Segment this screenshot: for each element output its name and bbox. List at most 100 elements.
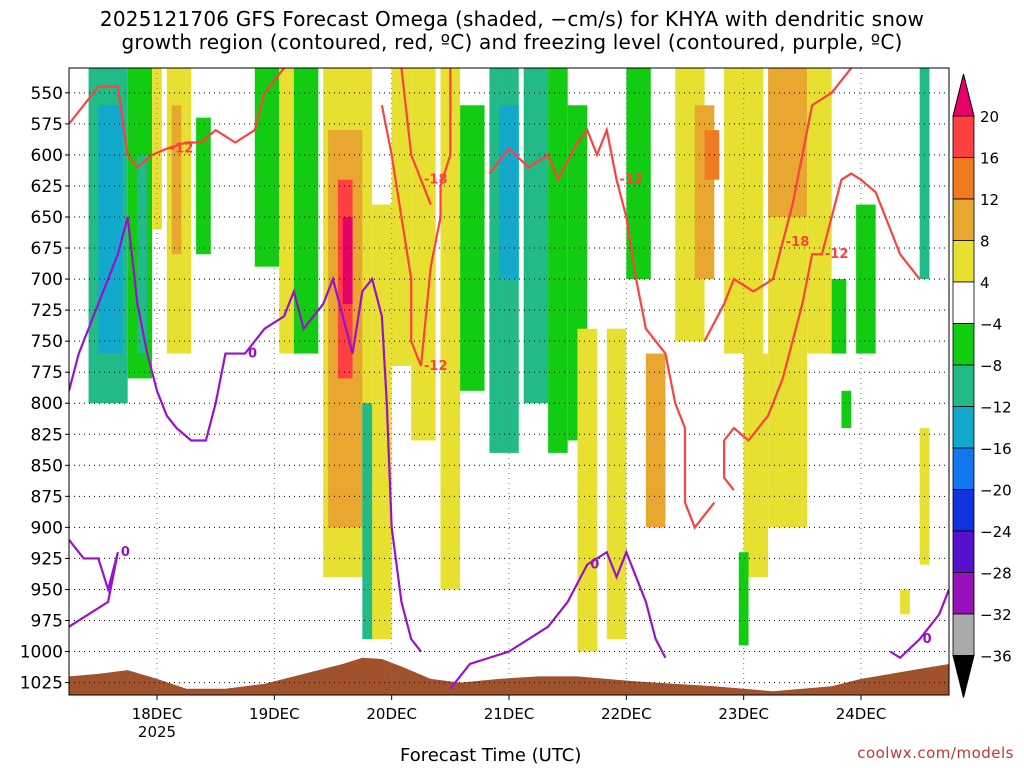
colorbar-swatch bbox=[952, 572, 975, 615]
y-tick-label: 975 bbox=[31, 612, 63, 632]
omega-cell bbox=[606, 328, 627, 640]
freezing-level-contour-label: 0 bbox=[248, 347, 257, 362]
omega-cell bbox=[279, 68, 294, 354]
y-tick-label: 700 bbox=[31, 270, 63, 290]
freezing-level-contour-label: 0 bbox=[923, 632, 932, 647]
omega-cell bbox=[577, 328, 597, 652]
x-axis-title: Forecast Time (UTC) bbox=[400, 745, 582, 766]
omega-cell bbox=[171, 105, 182, 255]
y-tick-label: 1000 bbox=[20, 643, 63, 663]
colorbar: 20 16 12 8 4 −4 −8 −12 −16 −20 −24 −28 −32 −36 bbox=[952, 73, 1012, 698]
x-tick-label: 22DEC bbox=[601, 705, 652, 723]
colorbar-top-arrow bbox=[952, 73, 975, 117]
dgz-contour bbox=[380, 68, 452, 367]
chart-title-line-1: 2025121706 GFS Forecast Omega (shaded, −… bbox=[99, 7, 925, 31]
x-tick-label: 20DEC bbox=[366, 705, 417, 723]
dgz-contour-label: -12 bbox=[620, 173, 644, 188]
x-tick-label: 18DEC bbox=[132, 705, 183, 723]
omega-cell bbox=[440, 68, 461, 590]
y-tick-label: 875 bbox=[31, 487, 63, 507]
colorbar-swatch bbox=[952, 447, 975, 490]
omega-cell bbox=[411, 68, 436, 441]
colorbar-label: −8 bbox=[980, 357, 1002, 375]
y-tick-label: 950 bbox=[31, 580, 63, 600]
y-tick-label: 550 bbox=[31, 84, 63, 104]
colorbar-swatch bbox=[952, 323, 975, 366]
dgz-contour bbox=[488, 126, 716, 530]
dgz-contour-label: -12 bbox=[170, 142, 194, 157]
colorbar-swatch bbox=[952, 115, 975, 158]
dgz-contour bbox=[703, 68, 853, 342]
freezing-level-contour-label: 0 bbox=[590, 558, 599, 573]
freezing-level-contour bbox=[449, 549, 667, 690]
omega-cell bbox=[856, 204, 876, 354]
colorbar-swatch bbox=[952, 613, 975, 656]
colorbar-label: 16 bbox=[980, 150, 999, 168]
colorbar-swatch bbox=[952, 530, 975, 573]
y-tick-label: 575 bbox=[31, 115, 63, 135]
x-tick-label: 24DEC bbox=[836, 705, 887, 723]
colorbar-swatch bbox=[952, 240, 975, 283]
y-tick-label: 725 bbox=[31, 301, 63, 321]
freezing-level-contour bbox=[889, 589, 949, 660]
colorbar-label: −28 bbox=[980, 565, 1012, 583]
colorbar-label: 4 bbox=[980, 274, 990, 292]
omega-cell bbox=[919, 68, 930, 280]
colorbar-bottom-arrow bbox=[952, 655, 975, 698]
colorbar-label: 12 bbox=[980, 191, 999, 209]
dgz-contour-label: -18 bbox=[786, 235, 810, 250]
y-tick-label: 825 bbox=[31, 425, 63, 445]
chart-title-line-2: growth region (contoured, red, ºC) and f… bbox=[121, 30, 903, 54]
omega-cell bbox=[724, 68, 764, 354]
x-tick-label: 19DEC bbox=[249, 705, 300, 723]
colorbar-swatch bbox=[952, 406, 975, 449]
omega-cell bbox=[254, 68, 280, 267]
x-tick-sublabel: 2025 bbox=[138, 723, 176, 741]
colorbar-label: 20 bbox=[980, 108, 999, 126]
colorbar-label: −16 bbox=[980, 440, 1012, 458]
freezing-level-contour-label: 0 bbox=[121, 545, 130, 560]
omega-cell bbox=[768, 216, 808, 528]
y-tick-label: 600 bbox=[31, 146, 63, 166]
colorbar-swatch bbox=[952, 364, 975, 407]
omega-cell bbox=[548, 68, 568, 453]
omega-cell bbox=[342, 216, 353, 304]
omega-cell bbox=[807, 68, 832, 354]
y-tick-label: 775 bbox=[31, 363, 63, 383]
x-tick-label: 21DEC bbox=[484, 705, 535, 723]
omega-cell bbox=[372, 204, 392, 640]
dgz-contour-label: -12 bbox=[424, 359, 448, 374]
colorbar-swatch bbox=[952, 489, 975, 532]
terrain-surface bbox=[69, 657, 949, 695]
omega-cell bbox=[900, 589, 910, 615]
omega-cell bbox=[196, 117, 211, 255]
colorbar-swatch bbox=[952, 281, 975, 324]
colorbar-label: −32 bbox=[980, 606, 1012, 624]
y-tick-label: 925 bbox=[31, 549, 63, 569]
dgz-contour-label: -12 bbox=[825, 247, 849, 262]
omega-cell bbox=[460, 105, 485, 391]
colorbar-label: −36 bbox=[980, 648, 1012, 666]
y-tick-label: 900 bbox=[31, 518, 63, 538]
dgz-contour bbox=[723, 172, 921, 491]
y-tick-label: 800 bbox=[31, 394, 63, 414]
omega-cell bbox=[523, 68, 549, 404]
colorbar-label: −12 bbox=[980, 399, 1012, 417]
source-credit: coolwx.com/models bbox=[857, 744, 1014, 762]
omega-cell bbox=[841, 390, 852, 429]
y-tick-label: 625 bbox=[31, 177, 63, 197]
omega-cell bbox=[768, 68, 808, 217]
omega-cell bbox=[137, 154, 148, 354]
y-tick-label: 1025 bbox=[20, 674, 63, 694]
colorbar-label: −20 bbox=[980, 482, 1012, 500]
omega-cell bbox=[645, 353, 666, 528]
colorbar-label: −4 bbox=[980, 316, 1002, 334]
axes: 550 575 600 625 650 675 700 725 750 775 800 825 850 8… bbox=[20, 67, 950, 741]
y-tick-label: 675 bbox=[31, 239, 63, 259]
y-tick-label: 850 bbox=[31, 456, 63, 476]
freezing-level-contour bbox=[69, 539, 119, 628]
colorbar-swatch bbox=[952, 157, 975, 200]
